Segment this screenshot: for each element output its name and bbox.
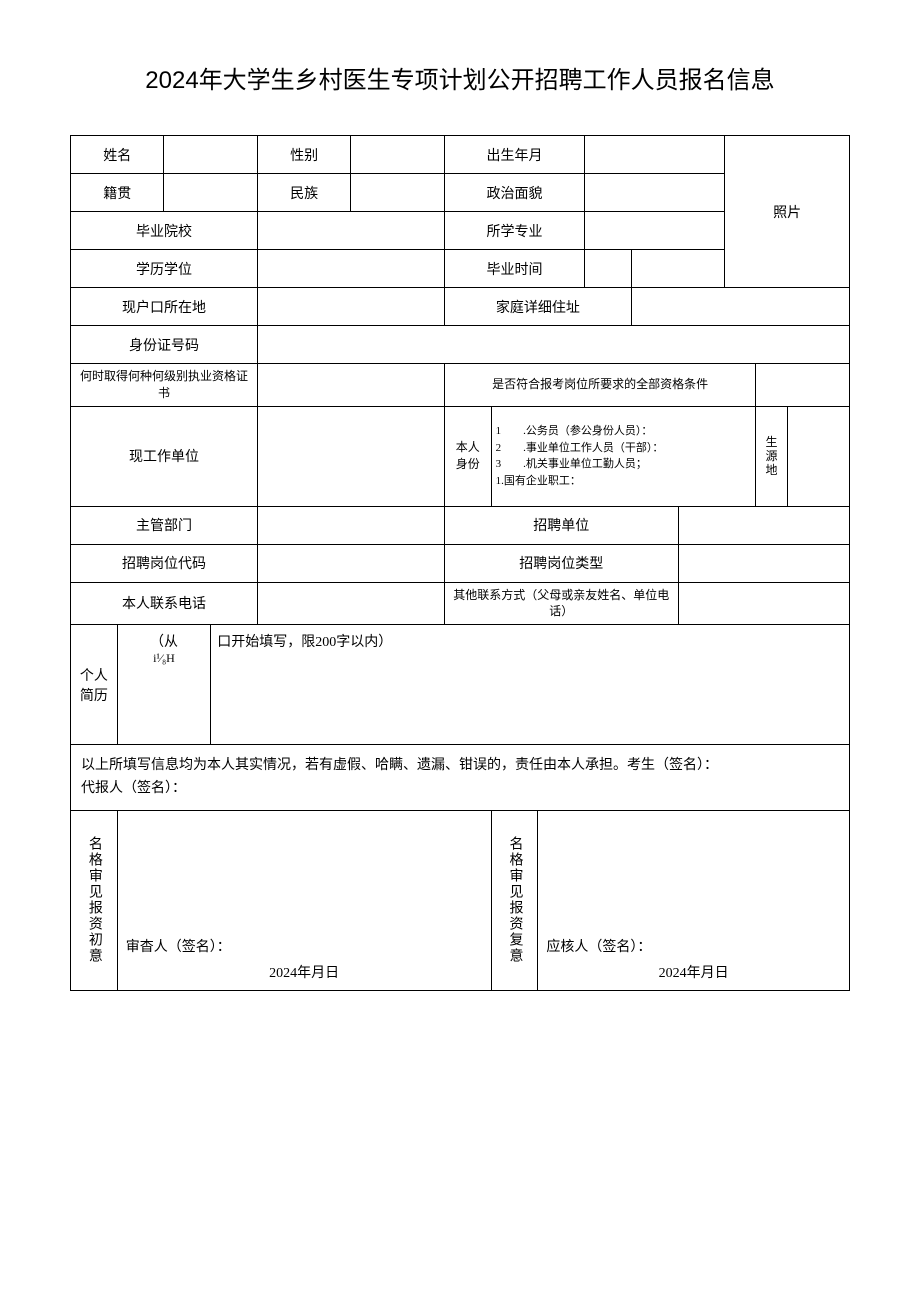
photo-placeholder: 照片 xyxy=(725,136,850,288)
qualified-label: 是否符合报考岗位所要求的全部资格条件 xyxy=(444,364,756,407)
political-value xyxy=(585,174,725,212)
identity-options: 1 .公务员（参公身份人员）： 2 .事业单位工作人员（干部）： 3 .机关事业… xyxy=(491,406,756,506)
dept-value xyxy=(257,506,444,544)
declaration-text: 以上所填写信息均为本人其实情况，若有虚假、哈瞒、遗漏、钳误的，责任由本人承担。考… xyxy=(71,745,850,811)
gradtime-value2 xyxy=(631,250,724,288)
employer-label: 招聘单位 xyxy=(444,506,678,544)
resume-prefix: （从 i¹⁄₈H xyxy=(117,625,210,745)
posttype-value xyxy=(678,544,849,582)
review2-label: 名格审见报资复意 xyxy=(491,810,538,990)
origin-label: 籍贯 xyxy=(71,174,164,212)
ethnicity-label: 民族 xyxy=(257,174,350,212)
source-value xyxy=(787,406,849,506)
major-label: 所学专业 xyxy=(444,212,584,250)
address-label: 家庭详细住址 xyxy=(444,288,631,326)
employer-value xyxy=(678,506,849,544)
birth-value xyxy=(585,136,725,174)
birth-label: 出生年月 xyxy=(444,136,584,174)
hukou-value xyxy=(257,288,444,326)
name-label: 姓名 xyxy=(71,136,164,174)
degree-label: 学历学位 xyxy=(71,250,258,288)
ethnicity-value xyxy=(351,174,444,212)
resume-content: 口开始填写，限200字以内） xyxy=(211,625,850,745)
altcontact-label: 其他联系方式（父母或亲友姓名、单位电话） xyxy=(444,582,678,625)
degree-value xyxy=(257,250,444,288)
gender-label: 性别 xyxy=(257,136,350,174)
cert-value xyxy=(257,364,444,407)
workplace-label: 现工作单位 xyxy=(71,406,258,506)
postcode-value xyxy=(257,544,444,582)
gradtime-label: 毕业时间 xyxy=(444,250,584,288)
page-title: 2024年大学生乡村医生专项计划公开招聘工作人员报名信息 xyxy=(70,60,850,95)
origin-value xyxy=(164,174,257,212)
altcontact-value xyxy=(678,582,849,625)
resume-label: 个人简历 xyxy=(71,625,118,745)
idnum-label: 身份证号码 xyxy=(71,326,258,364)
phone-value xyxy=(257,582,444,625)
review1-label: 名格审见报资初意 xyxy=(71,810,118,990)
registration-form: 姓名 性别 出生年月 照片 籍贯 民族 政治面貌 毕业院校 所学专业 学历学位 … xyxy=(70,135,850,991)
posttype-label: 招聘岗位类型 xyxy=(444,544,678,582)
cert-label: 何时取得何种何级别执业资格证书 xyxy=(71,364,258,407)
idnum-value xyxy=(257,326,849,364)
major-value xyxy=(585,212,725,250)
review2-sign: 应核人（签名）： 2024年月日 xyxy=(538,810,850,990)
source-label: 生源地 xyxy=(756,406,787,506)
name-value xyxy=(164,136,257,174)
political-label: 政治面貌 xyxy=(444,174,584,212)
school-value xyxy=(257,212,444,250)
review1-sign: 审杳人（签名）： 2024年月日 xyxy=(117,810,491,990)
phone-label: 本人联系电话 xyxy=(71,582,258,625)
gender-value xyxy=(351,136,444,174)
identity-label: 本人身份 xyxy=(444,406,491,506)
hukou-label: 现户口所在地 xyxy=(71,288,258,326)
school-label: 毕业院校 xyxy=(71,212,258,250)
address-value xyxy=(631,288,849,326)
dept-label: 主管部门 xyxy=(71,506,258,544)
gradtime-value xyxy=(585,250,632,288)
qualified-value xyxy=(756,364,850,407)
postcode-label: 招聘岗位代码 xyxy=(71,544,258,582)
workplace-value xyxy=(257,406,444,506)
